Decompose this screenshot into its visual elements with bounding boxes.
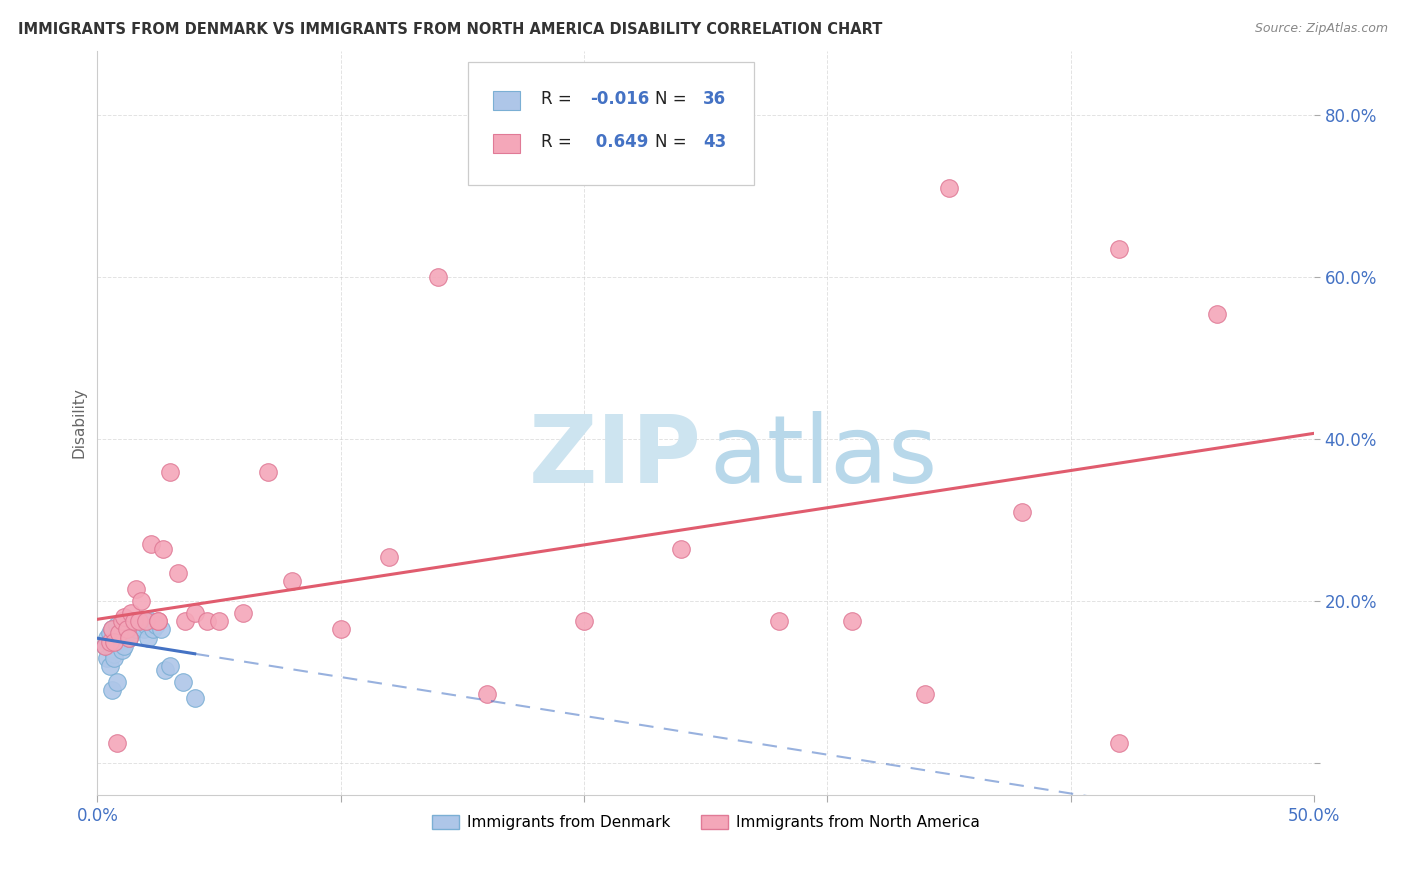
Point xyxy=(139,537,162,551)
Point xyxy=(103,647,125,661)
Point xyxy=(122,618,145,632)
Point xyxy=(101,623,124,637)
Point xyxy=(152,541,174,556)
Point xyxy=(195,615,218,629)
Point xyxy=(166,566,188,580)
Point xyxy=(105,675,128,690)
Text: 36: 36 xyxy=(703,90,727,108)
Text: R =: R = xyxy=(541,133,578,151)
Point xyxy=(98,634,121,648)
Text: ZIP: ZIP xyxy=(529,410,702,502)
Point xyxy=(112,610,135,624)
Point xyxy=(128,615,150,629)
Point xyxy=(115,626,138,640)
Point xyxy=(172,675,194,690)
Y-axis label: Disability: Disability xyxy=(72,388,86,458)
Point xyxy=(103,634,125,648)
Point xyxy=(93,639,115,653)
Point xyxy=(145,618,167,632)
Point xyxy=(138,631,160,645)
Point xyxy=(112,618,135,632)
Point xyxy=(105,634,128,648)
Point xyxy=(149,623,172,637)
Point xyxy=(129,618,152,632)
Point xyxy=(281,574,304,588)
Point xyxy=(120,618,142,632)
Point xyxy=(125,623,148,637)
Point xyxy=(103,650,125,665)
Text: R =: R = xyxy=(541,90,578,108)
Point xyxy=(101,683,124,698)
FancyBboxPatch shape xyxy=(492,134,520,153)
Point xyxy=(572,615,595,629)
Point xyxy=(148,615,170,629)
Point xyxy=(105,618,128,632)
Point xyxy=(378,549,401,564)
Point xyxy=(159,465,181,479)
Point xyxy=(125,582,148,596)
Point xyxy=(120,607,142,621)
Point xyxy=(256,465,278,479)
Point xyxy=(129,594,152,608)
Point xyxy=(1108,736,1130,750)
Point xyxy=(98,626,121,640)
FancyBboxPatch shape xyxy=(492,91,520,111)
Text: atlas: atlas xyxy=(710,410,938,502)
Point xyxy=(135,618,157,632)
Point xyxy=(183,691,205,706)
Point xyxy=(208,615,231,629)
Point xyxy=(427,270,450,285)
Point xyxy=(938,181,960,195)
Point xyxy=(1205,307,1227,321)
Point xyxy=(105,736,128,750)
Point xyxy=(101,623,124,637)
Point xyxy=(118,631,141,645)
Point xyxy=(111,615,134,629)
Text: -0.016: -0.016 xyxy=(591,90,650,108)
Text: IMMIGRANTS FROM DENMARK VS IMMIGRANTS FROM NORTH AMERICA DISABILITY CORRELATION : IMMIGRANTS FROM DENMARK VS IMMIGRANTS FR… xyxy=(18,22,883,37)
Point xyxy=(174,615,197,629)
Text: N =: N = xyxy=(655,90,692,108)
Point xyxy=(232,607,254,621)
Point xyxy=(132,623,155,637)
Point xyxy=(841,615,863,629)
Point xyxy=(148,615,170,629)
Text: 0.649: 0.649 xyxy=(591,133,648,151)
Point xyxy=(135,615,157,629)
Point xyxy=(914,687,936,701)
Text: N =: N = xyxy=(655,133,692,151)
Text: Source: ZipAtlas.com: Source: ZipAtlas.com xyxy=(1254,22,1388,36)
Point xyxy=(112,639,135,653)
Text: 43: 43 xyxy=(703,133,727,151)
Point xyxy=(111,626,134,640)
Point xyxy=(159,659,181,673)
Point xyxy=(1011,505,1033,519)
Point xyxy=(183,607,205,621)
Point xyxy=(139,615,162,629)
Point xyxy=(115,623,138,637)
Point xyxy=(108,634,131,648)
Point xyxy=(475,687,498,701)
Point xyxy=(96,650,118,665)
Point xyxy=(101,642,124,657)
Point xyxy=(768,615,790,629)
Point xyxy=(108,626,131,640)
FancyBboxPatch shape xyxy=(468,62,755,185)
Point xyxy=(93,639,115,653)
Point xyxy=(98,659,121,673)
Point xyxy=(111,642,134,657)
Point xyxy=(155,663,177,677)
Point xyxy=(96,631,118,645)
Point xyxy=(671,541,693,556)
Point xyxy=(118,631,141,645)
Point xyxy=(128,615,150,629)
Point xyxy=(142,623,165,637)
Legend: Immigrants from Denmark, Immigrants from North America: Immigrants from Denmark, Immigrants from… xyxy=(426,809,986,836)
Point xyxy=(122,615,145,629)
Point xyxy=(329,623,352,637)
Point xyxy=(1108,242,1130,256)
